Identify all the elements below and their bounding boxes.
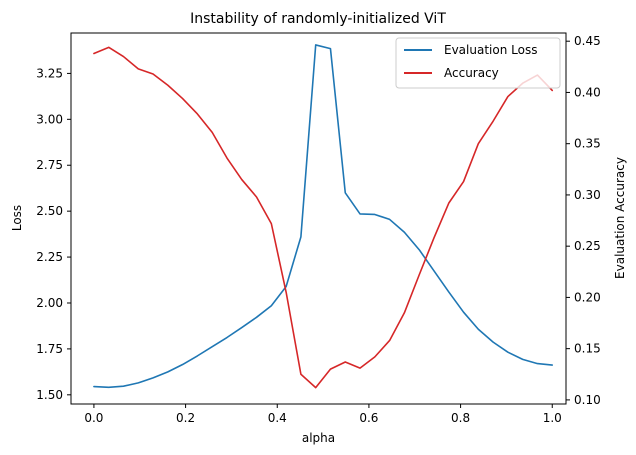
y-axis-left-label: Loss [10, 205, 24, 231]
accuracy-line [93, 46, 554, 389]
x-tick-label: 0.2 [176, 411, 195, 425]
y-right-tick-label: 0.15 [574, 342, 601, 356]
ticks-layer: 0.0 0.2 0.4 0.6 0.8 1.0 1.50 1.75 2.00 2.25 2.50 2.… [36, 34, 600, 425]
y-right-tick-label: 0.25 [574, 239, 601, 253]
evaluation-loss-line [93, 44, 554, 389]
y-left-tick-label: 2.25 [36, 250, 63, 264]
x-tick-label: 0.8 [451, 411, 470, 425]
y-left-tick-label: 2.75 [36, 158, 63, 172]
plot-frame [70, 32, 567, 405]
y-right-tick-label: 0.10 [574, 393, 601, 407]
y-right-tick-label: 0.30 [574, 188, 601, 202]
x-tick-label: 1.0 [543, 411, 562, 425]
y-left-tick-label: 1.75 [36, 342, 63, 356]
y-left-tick-label: 3.00 [36, 112, 63, 126]
y-left-tick-label: 2.50 [36, 204, 63, 218]
x-axis-label: alpha [302, 431, 335, 445]
y-right-tick-label: 0.40 [574, 85, 601, 99]
y-left-tick-label: 3.25 [36, 66, 63, 80]
legend-loss-label: Evaluation Loss [444, 43, 537, 57]
x-tick-label: 0.4 [268, 411, 287, 425]
series-layer [93, 44, 554, 389]
chart-title: Instability of randomly-initialized ViT [190, 11, 446, 27]
y-right-tick-label: 0.45 [574, 34, 601, 48]
x-tick-label: 0.6 [359, 411, 378, 425]
legend: Evaluation Loss Accuracy [395, 37, 561, 89]
y-axis-right-label: Evaluation Accuracy [613, 157, 627, 279]
y-right-tick-label: 0.35 [574, 137, 601, 151]
x-tick-label: 0.0 [84, 411, 103, 425]
y-left-tick-label: 1.50 [36, 388, 63, 402]
y-left-tick-label: 2.00 [36, 296, 63, 310]
legend-box [395, 37, 561, 89]
y-right-tick-label: 0.20 [574, 290, 601, 304]
legend-accuracy-label: Accuracy [444, 66, 499, 80]
